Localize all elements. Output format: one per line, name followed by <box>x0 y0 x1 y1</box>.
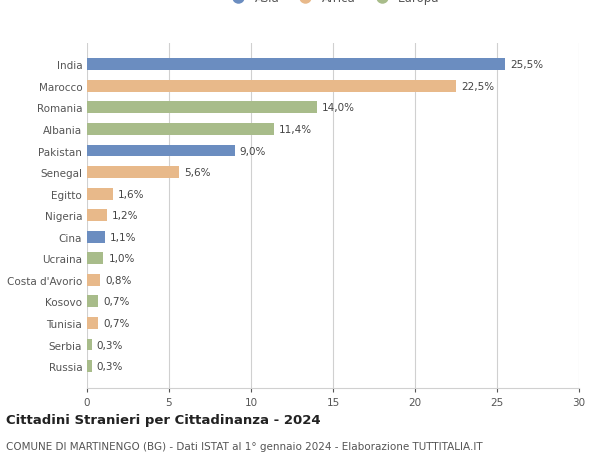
Text: 1,1%: 1,1% <box>110 232 136 242</box>
Bar <box>87 102 317 114</box>
Text: 1,2%: 1,2% <box>112 211 138 221</box>
Bar <box>87 81 456 93</box>
Text: 1,0%: 1,0% <box>109 254 134 264</box>
Bar <box>87 339 92 351</box>
Text: 25,5%: 25,5% <box>510 60 543 70</box>
Text: 0,7%: 0,7% <box>103 297 130 307</box>
Bar <box>87 317 98 329</box>
Text: 0,7%: 0,7% <box>103 318 130 328</box>
Bar <box>87 167 179 179</box>
Bar <box>87 360 92 372</box>
Bar <box>87 146 235 157</box>
Text: 9,0%: 9,0% <box>239 146 266 156</box>
Text: 11,4%: 11,4% <box>279 125 312 134</box>
Bar <box>87 231 105 243</box>
Bar <box>87 253 103 265</box>
Text: 1,6%: 1,6% <box>118 189 145 199</box>
Text: 14,0%: 14,0% <box>322 103 355 113</box>
Text: 0,3%: 0,3% <box>97 361 123 371</box>
Legend: Asia, Africa, Europa: Asia, Africa, Europa <box>221 0 445 10</box>
Bar <box>87 296 98 308</box>
Bar <box>87 124 274 135</box>
Bar <box>87 59 505 71</box>
Bar <box>87 274 100 286</box>
Text: COMUNE DI MARTINENGO (BG) - Dati ISTAT al 1° gennaio 2024 - Elaborazione TUTTITA: COMUNE DI MARTINENGO (BG) - Dati ISTAT a… <box>6 441 482 451</box>
Text: 0,8%: 0,8% <box>105 275 131 285</box>
Bar <box>87 210 107 222</box>
Text: 5,6%: 5,6% <box>184 168 210 178</box>
Text: Cittadini Stranieri per Cittadinanza - 2024: Cittadini Stranieri per Cittadinanza - 2… <box>6 413 320 426</box>
Bar <box>87 188 113 200</box>
Text: 0,3%: 0,3% <box>97 340 123 350</box>
Text: 22,5%: 22,5% <box>461 82 494 92</box>
